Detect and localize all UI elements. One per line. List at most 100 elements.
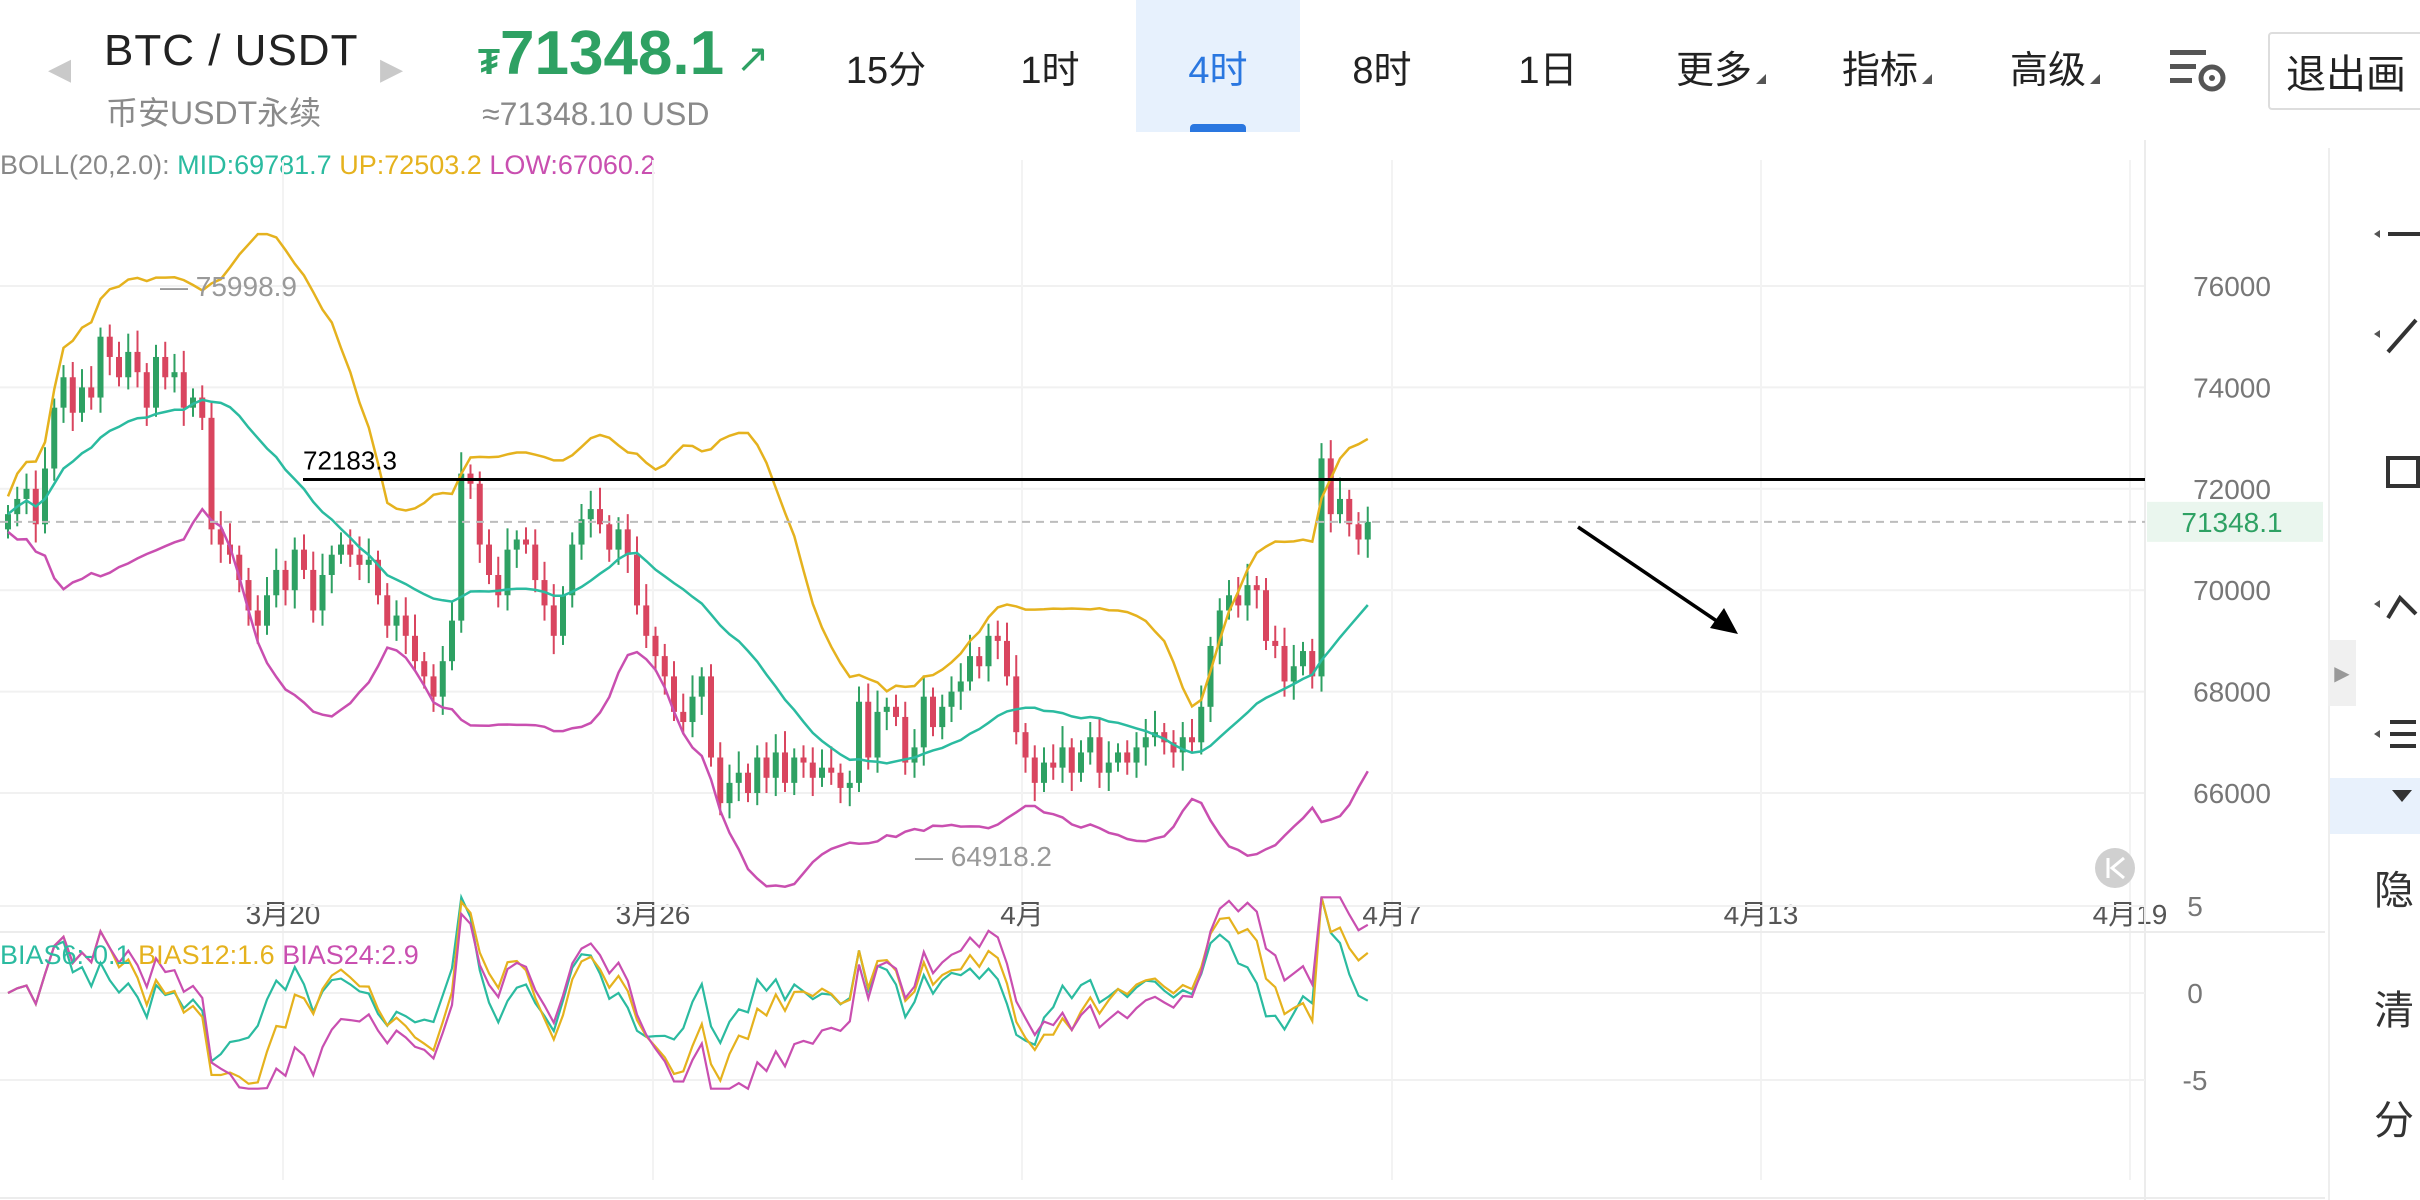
tab-4h[interactable]: 4时 [1136, 0, 1300, 132]
drawn-line-price-label: 72183.3 [303, 446, 397, 476]
candle-body [412, 635, 418, 662]
candle-body [1337, 498, 1343, 515]
candle-body [865, 701, 872, 758]
current-price-tag-bg [2147, 501, 2323, 542]
candle-body [893, 706, 899, 717]
candle-body [883, 706, 890, 712]
candle-body [338, 544, 344, 555]
candle-body [449, 620, 455, 662]
candle-body [745, 772, 751, 793]
fibonacci-tool-icon[interactable] [2370, 578, 2420, 630]
candle-body [421, 661, 428, 677]
candle-body [97, 336, 104, 398]
bias-tick-label: 5 [2187, 891, 2203, 922]
next-symbol-icon[interactable]: ▶ [380, 53, 404, 86]
price-tick-label: 68000 [2193, 677, 2271, 708]
candle-body [1272, 640, 1279, 646]
expand-down-icon[interactable] [2390, 788, 2414, 804]
dropdown-corner-icon [1756, 74, 1767, 84]
text-tool-icon[interactable] [2370, 708, 2420, 760]
candle-body [1244, 585, 1251, 606]
candle-body [1309, 651, 1316, 677]
candle-body [301, 549, 307, 570]
price-tick-label: 74000 [2193, 372, 2271, 403]
candle-body [60, 377, 67, 408]
candle-body [708, 676, 714, 758]
candle-body [51, 407, 58, 469]
candle-body [1216, 610, 1223, 646]
candle-body [217, 529, 224, 545]
menu-advanced[interactable]: 高级 [2010, 0, 2101, 132]
tab-label: 8时 [1352, 49, 1412, 92]
candle-body [1207, 645, 1214, 707]
candle-body [606, 524, 613, 550]
horizontal-line-tool-icon[interactable] [2370, 208, 2420, 260]
exit-drawing-button[interactable]: 退出画 [2268, 32, 2420, 110]
candle-body [698, 676, 705, 697]
active-tab-indicator [1190, 124, 1246, 132]
collapse-panel-icon[interactable]: ▶ [2328, 640, 2356, 706]
symbol-title[interactable]: BTC / USDT [104, 26, 359, 75]
price-tick-label: 70000 [2193, 575, 2271, 606]
candle-body [310, 569, 317, 611]
menu-more[interactable]: 更多 [1676, 0, 1767, 132]
bias12-line [7, 897, 1369, 1085]
chart-settings-icon[interactable] [2168, 44, 2228, 94]
bias-legend: BIAS6:-0.1 BIAS12:1.6 BIAS24:2.9 [0, 940, 419, 971]
candle-body [1096, 737, 1103, 773]
candle-body [846, 782, 853, 788]
channel-tool-icon[interactable] [2370, 448, 2420, 500]
date-tick-label: 4月13 [1724, 899, 1799, 930]
boll-up: UP:72503.2 [339, 150, 482, 180]
tab-8h[interactable]: 8时 [1300, 0, 1464, 132]
candle-body [356, 554, 363, 565]
candle-body [1300, 651, 1306, 667]
candle-body [782, 752, 788, 783]
candle-body [291, 549, 298, 591]
candle-body [597, 509, 603, 525]
candle-body [1031, 757, 1038, 783]
candle-body [1346, 498, 1353, 525]
candle-body [199, 397, 206, 418]
boll-mid-line [7, 398, 1369, 765]
candle-body [615, 529, 622, 550]
candle-body [652, 635, 659, 657]
candle-body [162, 356, 169, 378]
hide-drawings-button[interactable]: 隐 [2374, 869, 2414, 913]
prev-symbol-icon[interactable]: ◀ [48, 53, 72, 86]
candle-body [264, 595, 270, 626]
menu-indicators[interactable]: 指标 [1842, 0, 1933, 132]
last-price: ₮71348.1 [478, 18, 724, 89]
candle-body [1115, 752, 1121, 763]
candle-body [874, 711, 881, 758]
candle-body [1142, 737, 1149, 748]
candle-body [106, 336, 113, 357]
candle-body [69, 377, 76, 413]
candle-body [486, 544, 492, 575]
tab-1h[interactable]: 1时 [968, 0, 1132, 132]
ray-tool-icon[interactable] [2370, 308, 2420, 360]
drawn-arrow-line [1577, 525, 1731, 632]
candle-body [23, 488, 30, 499]
candle-body [495, 574, 502, 596]
tab-15m[interactable]: 15分 [804, 0, 968, 132]
candle-body [1050, 762, 1057, 768]
candle-body [375, 559, 381, 596]
candle-body [1327, 458, 1334, 515]
candle-body [171, 372, 178, 378]
candle-body [1124, 752, 1131, 763]
candle-body [393, 615, 400, 626]
tab-1d[interactable]: 1日 [1466, 0, 1630, 132]
boll-mid: MID:69781.7 [177, 150, 332, 180]
candle-body [994, 635, 1001, 641]
candle-body [717, 757, 724, 804]
candle-body [1133, 747, 1140, 763]
kline-chart[interactable]: 76000 74000 72000 70000 68000 66000 3月20 3月26 4月… [0, 140, 2328, 1200]
split-button[interactable]: 分 [2374, 1099, 2414, 1143]
clear-drawings-button[interactable]: 清 [2374, 989, 2414, 1033]
candles-group [5, 324, 1371, 819]
candle-body [439, 661, 446, 697]
candle-body [1059, 747, 1066, 768]
candle-body [735, 772, 742, 783]
drawn-arrow-head-icon [1710, 608, 1738, 634]
